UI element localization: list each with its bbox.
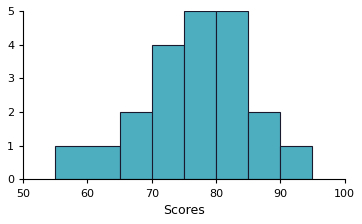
Bar xyxy=(216,11,248,179)
X-axis label: Scores: Scores xyxy=(163,204,205,217)
Bar xyxy=(280,146,312,179)
Bar xyxy=(152,45,184,179)
Bar xyxy=(55,146,119,179)
Bar xyxy=(248,112,280,179)
Bar xyxy=(119,112,184,179)
Bar xyxy=(184,11,216,179)
